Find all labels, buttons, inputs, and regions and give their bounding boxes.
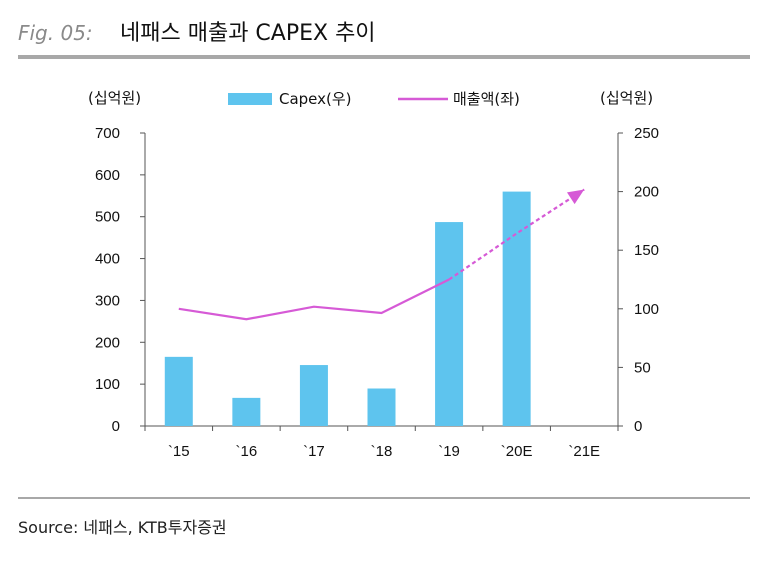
capex-bar xyxy=(435,222,464,426)
capex-bar xyxy=(299,365,328,426)
legend-sales-label: 매출액(좌) xyxy=(453,90,520,108)
legend-capex-label: Capex(우) xyxy=(279,90,352,108)
capex-bar xyxy=(164,356,193,426)
sales-arrowhead xyxy=(566,189,585,205)
left-tick-label: 0 xyxy=(112,418,120,435)
sales-line xyxy=(178,278,450,321)
left-tick-label: 500 xyxy=(95,209,120,226)
right-tick-label: 100 xyxy=(634,301,659,318)
x-tick-label: `18 xyxy=(371,443,393,460)
left-tick-label: 700 xyxy=(95,125,120,142)
x-tick-label: `16 xyxy=(236,443,258,460)
x-tick-label: `19 xyxy=(438,443,460,460)
x-tick-label: `20E xyxy=(501,443,533,460)
left-tick-label: 300 xyxy=(95,292,120,309)
right-tick-label: 200 xyxy=(634,184,659,201)
x-tick-label: `15 xyxy=(168,443,190,460)
capex-bar xyxy=(367,388,396,426)
legend: Capex(우) 매출액(좌) xyxy=(228,90,520,108)
left-tick-label: 400 xyxy=(95,251,120,268)
sales-line-forecast xyxy=(448,188,585,281)
right-tick-label: 250 xyxy=(634,125,659,142)
footer-divider xyxy=(18,497,750,499)
capex-bar xyxy=(502,191,531,426)
left-tick-label: 600 xyxy=(95,167,120,184)
right-axis-unit: (십억원) xyxy=(600,89,653,107)
title-divider xyxy=(18,55,750,59)
left-tick-label: 100 xyxy=(95,376,120,393)
legend-capex-swatch xyxy=(228,93,272,105)
right-tick-label: 50 xyxy=(634,359,651,376)
x-tick-label: `17 xyxy=(303,443,325,460)
chart-title: 네패스 매출과 CAPEX 추이 xyxy=(120,21,376,46)
left-axis-unit: (십억원) xyxy=(88,89,141,107)
right-tick-label: 150 xyxy=(634,242,659,259)
x-tick-label: `21E xyxy=(568,443,600,460)
left-tick-label: 200 xyxy=(95,334,120,351)
right-tick-label: 0 xyxy=(634,418,642,435)
figure-label: Fig. 05: xyxy=(18,21,93,45)
capex-bar xyxy=(232,397,261,426)
plot-area: 0 100 200 300 400 500 600 700 0 50 100 150 200 250 `15… xyxy=(95,125,659,460)
source-note: Source: 네패스, KTB투자증권 xyxy=(18,518,227,537)
